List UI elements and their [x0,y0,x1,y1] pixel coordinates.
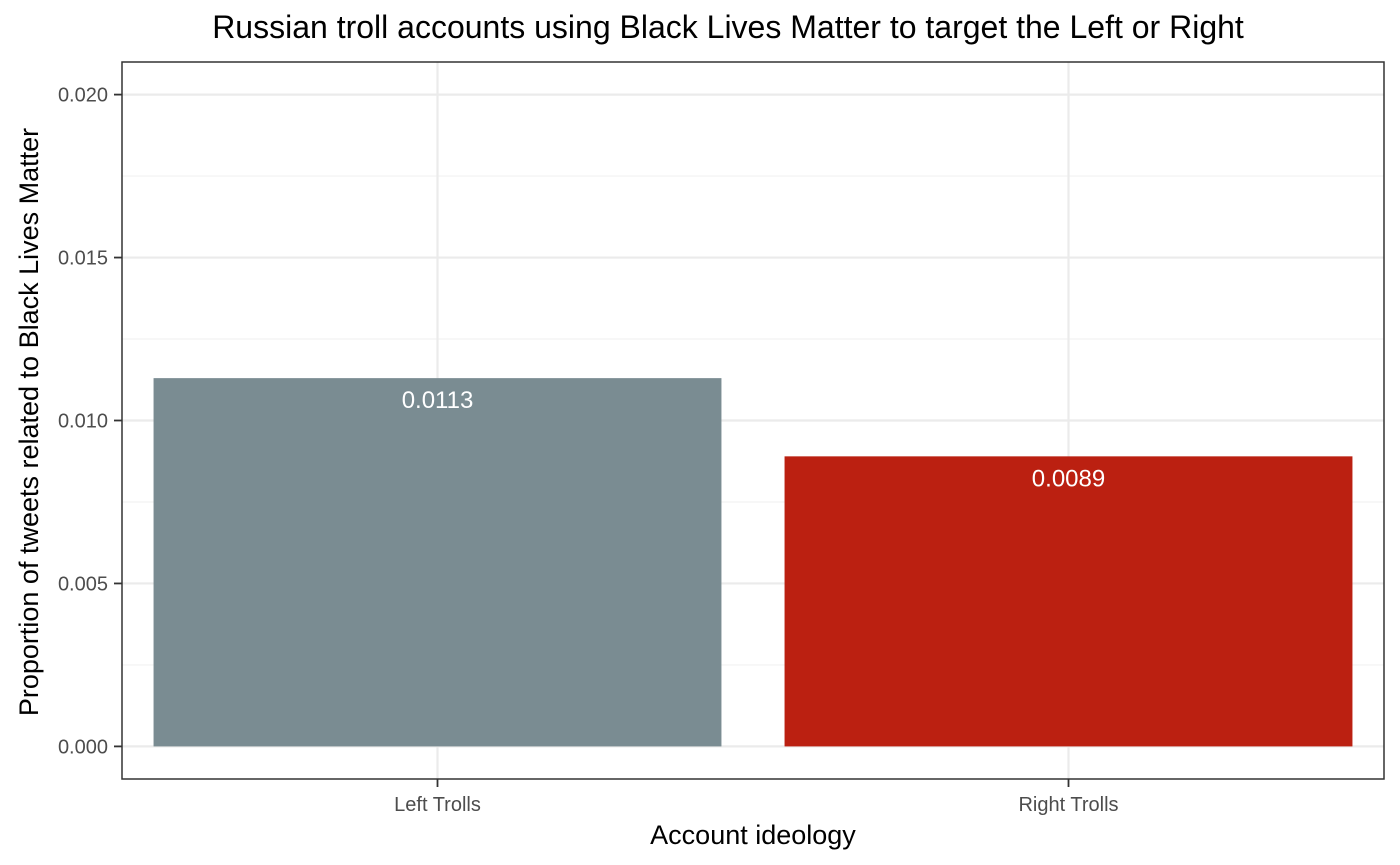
y-tick-label: 0.015 [58,248,108,270]
bar-value-labels: 0.0113 0.0089 [402,387,1106,492]
bar-right-trolls [784,456,1353,747]
bar-value-label: 0.0113 [402,387,474,414]
y-tick-label: 0.020 [58,85,108,107]
x-tick-label: Right Trolls [1018,794,1118,816]
x-tick-label: Left Trolls [394,794,481,816]
y-axis: 0.000 0.005 0.010 0.015 0.020 [58,85,122,758]
chart-title: Russian troll accounts using Black Lives… [212,9,1244,45]
y-tick-label: 0.010 [58,411,108,433]
x-axis-title: Account ideology [650,820,856,850]
y-tick-label: 0.005 [58,573,108,595]
y-axis-title: Proportion of tweets related to Black Li… [14,128,44,716]
bar-value-label: 0.0089 [1032,465,1105,492]
x-axis: Left Trolls Right Trolls [394,779,1119,816]
bars [153,378,1353,747]
bar-left-trolls [153,378,722,747]
y-tick-label: 0.000 [58,736,108,758]
